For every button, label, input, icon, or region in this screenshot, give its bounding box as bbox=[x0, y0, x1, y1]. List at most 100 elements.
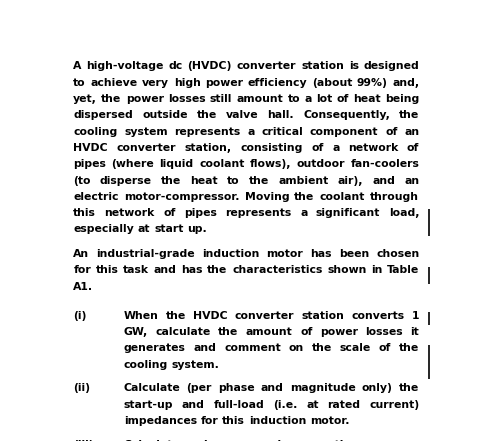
Text: to: to bbox=[226, 176, 239, 186]
Text: and: and bbox=[371, 176, 394, 186]
Text: converter: converter bbox=[116, 143, 176, 153]
Text: start: start bbox=[154, 224, 183, 235]
Text: (HVDC): (HVDC) bbox=[187, 61, 231, 71]
Text: Calculate: Calculate bbox=[123, 440, 180, 441]
Text: chosen: chosen bbox=[375, 249, 418, 259]
Text: (per: (per bbox=[186, 384, 211, 393]
Text: coolant: coolant bbox=[319, 192, 365, 202]
Text: full-load: full-load bbox=[213, 400, 264, 410]
Text: and: and bbox=[153, 265, 176, 276]
Text: An: An bbox=[73, 249, 89, 259]
Text: this: this bbox=[73, 208, 96, 218]
Text: station,: station, bbox=[184, 143, 231, 153]
Text: magnitude: magnitude bbox=[289, 384, 355, 393]
Text: start-up: start-up bbox=[123, 400, 173, 410]
Text: Moving: Moving bbox=[244, 192, 288, 202]
Text: and: and bbox=[193, 344, 216, 353]
Text: the: the bbox=[196, 110, 216, 120]
Text: coolant: coolant bbox=[199, 159, 244, 169]
Text: especially: especially bbox=[73, 224, 134, 235]
Text: motor-compressor.: motor-compressor. bbox=[123, 192, 239, 202]
Text: A1.: A1. bbox=[73, 282, 93, 292]
Text: pipes: pipes bbox=[73, 159, 106, 169]
Text: component: component bbox=[309, 127, 378, 137]
Text: high: high bbox=[173, 78, 200, 88]
Text: the: the bbox=[398, 344, 418, 353]
Text: of: of bbox=[163, 208, 175, 218]
Text: it: it bbox=[409, 327, 418, 337]
Text: generates: generates bbox=[123, 344, 185, 353]
Text: efficiency: efficiency bbox=[247, 78, 306, 88]
Text: (ii): (ii) bbox=[73, 384, 90, 393]
Text: valve: valve bbox=[225, 110, 258, 120]
Text: much: much bbox=[251, 440, 285, 441]
Text: current): current) bbox=[368, 400, 418, 410]
Text: very: very bbox=[142, 78, 169, 88]
Text: fan-coolers: fan-coolers bbox=[350, 159, 418, 169]
Text: this: this bbox=[222, 416, 244, 426]
Text: amount: amount bbox=[236, 94, 283, 104]
Text: heat: heat bbox=[352, 94, 380, 104]
Text: hall.: hall. bbox=[267, 110, 293, 120]
Text: network: network bbox=[347, 143, 398, 153]
Text: an: an bbox=[403, 127, 418, 137]
Text: Table: Table bbox=[386, 265, 418, 276]
Text: (iii): (iii) bbox=[73, 440, 94, 441]
Text: GW,: GW, bbox=[123, 327, 147, 337]
Text: air),: air), bbox=[337, 176, 362, 186]
Text: scale: scale bbox=[339, 344, 370, 353]
Text: reactive: reactive bbox=[307, 440, 357, 441]
Text: high-voltage: high-voltage bbox=[86, 61, 163, 71]
Text: the: the bbox=[398, 110, 418, 120]
Text: the: the bbox=[101, 94, 122, 104]
Text: consisting: consisting bbox=[240, 143, 302, 153]
Text: and,: and, bbox=[391, 78, 418, 88]
Text: rated: rated bbox=[326, 400, 360, 410]
Text: (i.e.: (i.e. bbox=[272, 400, 297, 410]
Text: dc: dc bbox=[168, 61, 183, 71]
Text: still: still bbox=[209, 94, 232, 104]
Text: at: at bbox=[138, 224, 150, 235]
Text: up.: up. bbox=[187, 224, 206, 235]
Text: a: a bbox=[304, 94, 311, 104]
Text: is: is bbox=[348, 61, 358, 71]
Text: and: and bbox=[182, 400, 204, 410]
Text: comment: comment bbox=[224, 344, 280, 353]
Text: of: of bbox=[310, 143, 323, 153]
Text: for: for bbox=[200, 416, 218, 426]
Text: HVDC: HVDC bbox=[193, 311, 227, 321]
Text: station: station bbox=[301, 61, 343, 71]
Text: When: When bbox=[123, 311, 158, 321]
Text: induction: induction bbox=[202, 249, 259, 259]
Text: how: how bbox=[203, 440, 228, 441]
Text: represents: represents bbox=[174, 127, 240, 137]
Text: induction: induction bbox=[248, 416, 305, 426]
Text: station: station bbox=[301, 311, 344, 321]
Text: impedances: impedances bbox=[123, 416, 196, 426]
Text: the: the bbox=[207, 265, 227, 276]
Text: ambient: ambient bbox=[278, 176, 328, 186]
Text: power: power bbox=[319, 327, 357, 337]
Text: losses: losses bbox=[168, 94, 205, 104]
Text: to: to bbox=[287, 94, 300, 104]
Text: of: of bbox=[336, 94, 348, 104]
Text: lot: lot bbox=[315, 94, 332, 104]
Text: designed: designed bbox=[363, 61, 418, 71]
Text: shown: shown bbox=[326, 265, 366, 276]
Text: of: of bbox=[300, 327, 312, 337]
Text: power: power bbox=[204, 78, 243, 88]
Text: the: the bbox=[165, 311, 185, 321]
Text: outdoor: outdoor bbox=[296, 159, 345, 169]
Text: dispersed: dispersed bbox=[73, 110, 133, 120]
Text: 1: 1 bbox=[411, 311, 418, 321]
Text: to: to bbox=[73, 78, 86, 88]
Text: critical: critical bbox=[261, 127, 303, 137]
Text: Consequently,: Consequently, bbox=[303, 110, 389, 120]
Text: power: power bbox=[381, 440, 418, 441]
Text: 99%): 99%) bbox=[356, 78, 387, 88]
Text: been: been bbox=[338, 249, 368, 259]
Text: the: the bbox=[218, 327, 238, 337]
Text: represents: represents bbox=[225, 208, 291, 218]
Text: a: a bbox=[247, 127, 254, 137]
Text: electric: electric bbox=[73, 192, 119, 202]
